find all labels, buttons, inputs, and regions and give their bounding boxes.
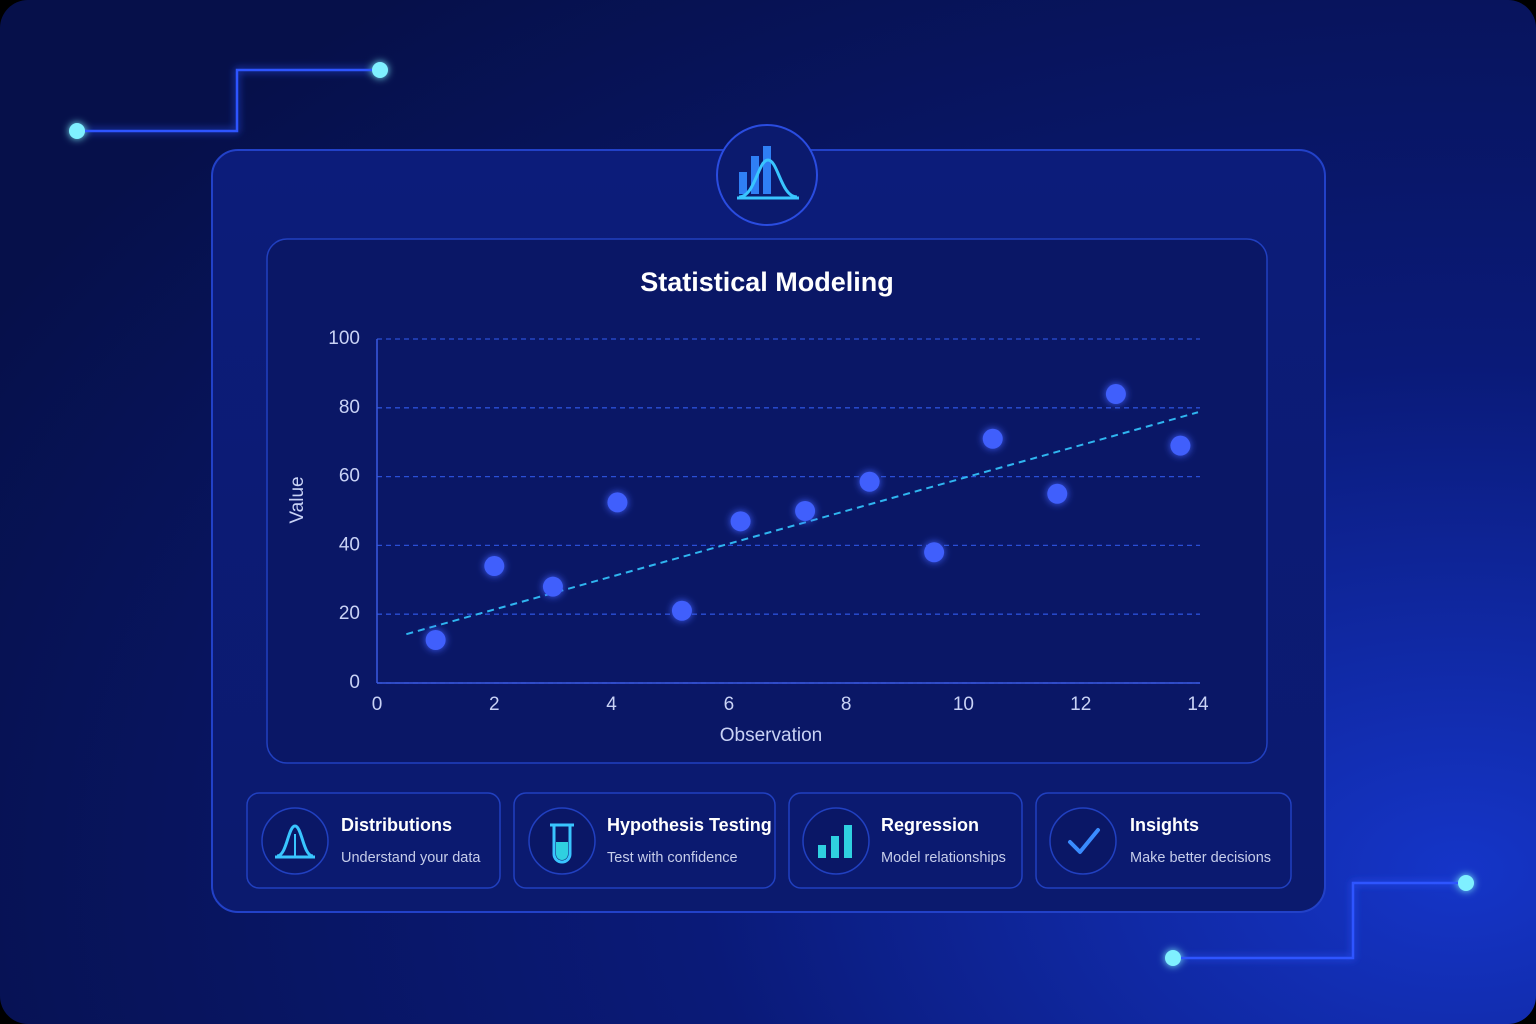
- card-title: Hypothesis Testing: [607, 815, 772, 835]
- scatter-point: [795, 501, 816, 521]
- y-tick-label: 60: [339, 466, 360, 487]
- x-tick-label: 2: [489, 694, 500, 715]
- scatter-point: [859, 471, 880, 492]
- x-tick-label: 8: [841, 694, 852, 715]
- circuit-decoration: [69, 62, 1474, 966]
- y-tick-label: 40: [339, 534, 360, 555]
- chart-title: Statistical Modeling: [640, 267, 894, 297]
- plot: 0 20 40 60 80 100 0 2 4 6 8 10 12 14: [328, 328, 1209, 715]
- header-icon: [716, 124, 818, 226]
- x-tick-label: 4: [606, 694, 617, 715]
- card-title: Distributions: [341, 815, 452, 835]
- card-subtitle: Model relationships: [881, 850, 1006, 866]
- scatter-point: [542, 576, 563, 597]
- scatter-point: [924, 542, 945, 563]
- chart-panel: [266, 238, 1268, 764]
- trend-line: [406, 411, 1199, 636]
- y-tick-label: 100: [328, 328, 360, 349]
- card[interactable]: Regression Model relationships: [788, 792, 1023, 889]
- y-axis-label: Value: [287, 476, 308, 523]
- scatter-point: [1105, 384, 1126, 405]
- scatter-point: [1047, 483, 1068, 504]
- card-subtitle: Understand your data: [341, 850, 481, 866]
- scatter-point: [484, 556, 505, 577]
- scatter-point: [425, 630, 446, 650]
- scatter-point: [671, 600, 692, 621]
- card[interactable]: Hypothesis Testing Test with confidence: [513, 792, 776, 889]
- x-tick-label: 0: [372, 694, 383, 715]
- card-subtitle: Test with confidence: [607, 850, 738, 866]
- x-tick-label: 12: [1070, 694, 1091, 715]
- y-tick-label: 0: [349, 672, 360, 693]
- card-subtitle: Make better decisions: [1130, 850, 1271, 866]
- y-tick-label: 80: [339, 397, 360, 418]
- scatter-point: [1170, 435, 1191, 456]
- x-tick-label: 14: [1187, 694, 1209, 715]
- x-axis-label: Observation: [720, 725, 822, 746]
- x-tick-label: 6: [724, 694, 735, 715]
- scatter-point: [982, 428, 1003, 449]
- card-title: Regression: [881, 815, 979, 835]
- x-tick-label: 10: [953, 694, 974, 715]
- scatter-point: [607, 492, 628, 513]
- card[interactable]: Distributions Understand your data: [246, 792, 501, 889]
- y-tick-label: 20: [339, 603, 360, 624]
- scatter-point: [730, 511, 751, 532]
- card-title: Insights: [1130, 815, 1199, 835]
- card[interactable]: Insights Make better decisions: [1035, 792, 1292, 889]
